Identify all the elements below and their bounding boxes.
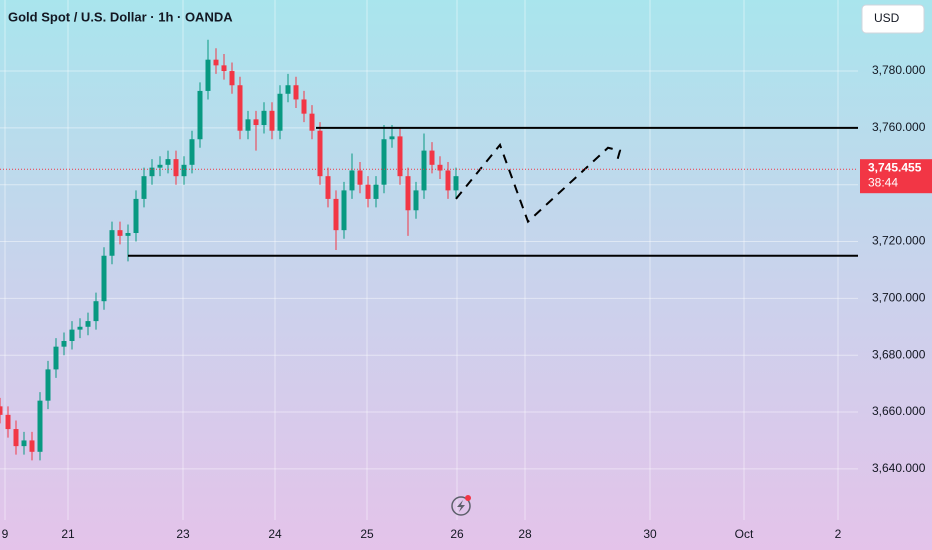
candle-body — [317, 130, 323, 177]
candle-body — [77, 326, 83, 330]
x-tick-label: 23 — [176, 527, 190, 541]
candle-body — [165, 159, 171, 165]
candle-body — [357, 170, 363, 185]
candle-body — [333, 198, 339, 231]
candle-body — [229, 71, 235, 86]
candle-body — [221, 65, 227, 72]
y-tick-label: 3,760.000 — [872, 120, 926, 134]
candle-body — [0, 406, 3, 415]
candle-body — [5, 414, 11, 430]
candle-body — [85, 321, 91, 327]
x-tick-label: 21 — [61, 527, 75, 541]
candle-body — [325, 176, 331, 199]
projection-path — [455, 142, 622, 224]
candle-body — [53, 346, 59, 370]
candle-body — [69, 329, 75, 341]
last-price-badge — [860, 159, 932, 194]
candle-body — [453, 176, 459, 191]
y-tick-label: 3,720.000 — [872, 234, 926, 248]
candle-body — [205, 59, 211, 91]
candle-body — [261, 110, 267, 126]
candle-body — [21, 440, 27, 447]
candle-body — [37, 400, 43, 452]
candle-body — [381, 139, 387, 185]
chart-title: Gold Spot / U.S. Dollar · 1h · OANDA — [8, 9, 233, 24]
last-price-label: 3,745.455 — [868, 160, 922, 174]
candle-body — [405, 176, 411, 211]
x-tick-label: 24 — [268, 527, 282, 541]
candle-body — [173, 159, 179, 177]
candle-body — [437, 164, 443, 171]
candle-body — [285, 85, 291, 94]
candle-body — [133, 198, 139, 234]
candle-body — [45, 369, 51, 401]
candle-body — [373, 184, 379, 199]
candle-body — [181, 164, 187, 177]
candle-body — [13, 429, 19, 447]
y-tick-label: 3,780.000 — [872, 63, 926, 77]
candle-body — [213, 59, 219, 66]
candle-body — [237, 85, 243, 131]
candle-body — [253, 119, 259, 126]
x-tick-label: 30 — [643, 527, 657, 541]
candle-body — [93, 301, 99, 322]
y-tick-label: 3,700.000 — [872, 291, 926, 305]
candle-body — [125, 233, 131, 236]
candle-body — [61, 340, 67, 347]
y-tick-label: 3,640.000 — [872, 461, 926, 475]
candle-body — [429, 150, 435, 165]
currency-label[interactable]: USD — [874, 11, 900, 25]
candle-body — [141, 176, 147, 199]
y-tick-label: 3,660.000 — [872, 404, 926, 418]
candle-body — [149, 167, 155, 177]
candle-body — [197, 90, 203, 140]
x-tick-label: Oct — [735, 527, 754, 541]
x-tick-label: 25 — [360, 527, 374, 541]
candle-body — [269, 110, 275, 131]
candle-body — [349, 170, 355, 191]
candle-body — [157, 164, 163, 168]
candle-body — [245, 119, 251, 131]
candle-body — [293, 85, 299, 100]
candle-body — [101, 255, 107, 302]
alert-icon[interactable] — [451, 495, 471, 516]
candle-body — [189, 139, 195, 165]
countdown-label: 38:44 — [868, 175, 898, 189]
candle-body — [389, 136, 395, 140]
candle-body — [309, 113, 315, 131]
currency-button[interactable] — [861, 4, 925, 34]
candle-body — [445, 170, 451, 191]
x-tick-label: 28 — [518, 527, 532, 541]
candle-body — [29, 440, 35, 452]
x-tick-label: 9 — [2, 527, 9, 541]
candle-body — [109, 230, 115, 256]
y-tick-label: 3,680.000 — [872, 347, 926, 361]
candle-body — [341, 190, 347, 231]
candle-body — [413, 190, 419, 211]
candle-body — [421, 150, 427, 191]
x-tick-label: 26 — [450, 527, 464, 541]
candle-body — [277, 93, 283, 131]
candle-body — [365, 184, 371, 199]
candle-body — [301, 99, 307, 114]
x-tick-label: 2 — [835, 527, 842, 541]
candle-body — [117, 230, 123, 236]
candle-body — [397, 136, 403, 177]
